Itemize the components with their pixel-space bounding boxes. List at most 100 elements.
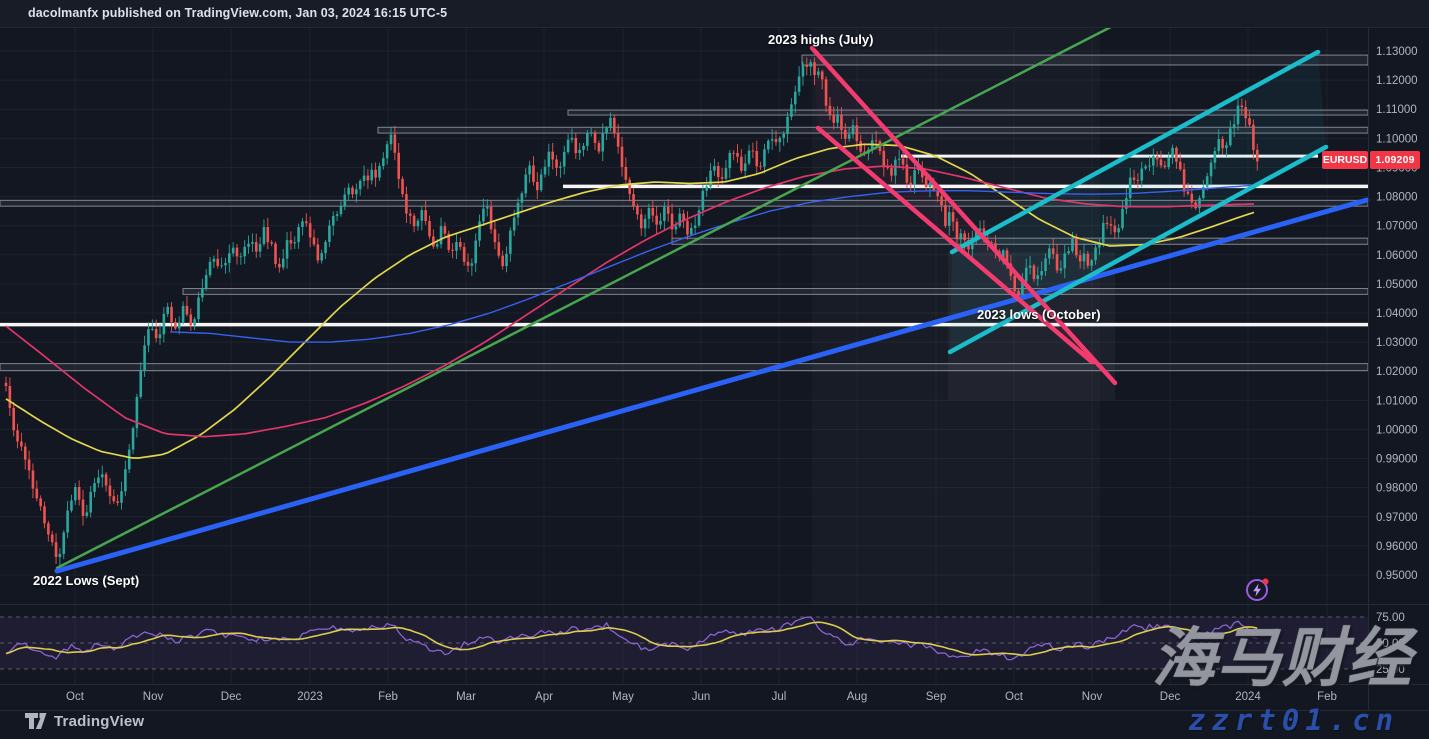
candle xyxy=(320,253,323,261)
time-axis-label[interactable]: 2023 xyxy=(297,691,323,703)
price-axis-label[interactable]: 1.08000 xyxy=(1376,192,1418,204)
candle xyxy=(270,242,273,244)
price-axis-label[interactable]: 1.05000 xyxy=(1376,279,1418,291)
time-axis-label[interactable]: May xyxy=(612,691,634,703)
time-axis-label[interactable]: Oct xyxy=(1005,691,1024,703)
time-axis-label[interactable]: Dec xyxy=(1160,691,1181,703)
candle xyxy=(1048,248,1051,259)
candle xyxy=(1001,250,1005,258)
candle xyxy=(932,182,936,190)
candle xyxy=(201,288,204,298)
price-axis-label[interactable]: 1.07000 xyxy=(1376,221,1418,233)
rsi-axis-label[interactable]: 50.00 xyxy=(1376,638,1405,650)
time-axis-label[interactable]: Sep xyxy=(926,691,946,703)
time-axis-label[interactable]: Jul xyxy=(772,691,787,703)
candle xyxy=(1024,267,1028,282)
candle xyxy=(832,114,836,123)
candle xyxy=(1017,291,1020,296)
rsi-axis-label[interactable]: 25.00 xyxy=(1376,664,1405,676)
candle xyxy=(385,144,389,159)
candle xyxy=(1063,253,1067,269)
candle xyxy=(239,256,243,258)
candle xyxy=(693,225,697,228)
candle xyxy=(316,244,320,261)
ma-blue xyxy=(169,184,1257,343)
price-axis-label[interactable]: 1.10000 xyxy=(1376,133,1418,145)
time-axis-label[interactable]: Feb xyxy=(378,691,398,703)
price-axis-label[interactable]: 1.04000 xyxy=(1376,308,1418,320)
candle xyxy=(574,137,578,154)
time-axis-label[interactable]: Nov xyxy=(1082,691,1103,703)
candle xyxy=(705,186,708,191)
candle xyxy=(562,151,566,167)
ma-yellow xyxy=(5,143,1255,459)
candle xyxy=(1252,124,1255,150)
candle xyxy=(485,206,489,209)
candle xyxy=(1175,147,1178,162)
candle xyxy=(655,215,658,225)
candle xyxy=(674,226,678,230)
candle xyxy=(212,258,216,262)
candle xyxy=(343,194,347,207)
price-axis-label[interactable]: 1.03000 xyxy=(1376,337,1418,349)
candle xyxy=(451,249,454,251)
candle xyxy=(778,137,782,143)
price-axis-label[interactable]: 0.96000 xyxy=(1376,541,1418,553)
uptrend-2022-blue[interactable] xyxy=(54,197,1370,574)
price-axis-label[interactable]: 1.13000 xyxy=(1376,46,1418,58)
price-axis-label[interactable]: 1.06000 xyxy=(1376,250,1418,262)
price-axis-label[interactable]: 0.98000 xyxy=(1376,483,1418,495)
candle xyxy=(597,142,601,152)
candle xyxy=(632,194,635,207)
candle xyxy=(281,258,285,268)
uptrend-2022-green[interactable] xyxy=(55,10,1142,570)
candle xyxy=(690,227,693,235)
channel-pink-right[interactable] xyxy=(815,125,1095,365)
candle xyxy=(1182,169,1186,192)
candle xyxy=(278,263,281,268)
candle xyxy=(8,386,12,409)
candle xyxy=(355,189,358,195)
time-axis-label[interactable]: Oct xyxy=(66,691,85,703)
candle xyxy=(1109,224,1113,226)
time-axis-label[interactable]: 2024 xyxy=(1235,691,1261,703)
candle xyxy=(428,221,431,237)
price-axis-label[interactable]: 1.02000 xyxy=(1376,366,1418,378)
time-axis-label[interactable]: Dec xyxy=(221,691,242,703)
price-axis-label[interactable]: 1.00000 xyxy=(1376,424,1418,436)
channel-cyan-lower[interactable] xyxy=(947,144,1329,355)
candle xyxy=(127,449,131,470)
channel-cyan-upper[interactable] xyxy=(949,49,1321,255)
candle xyxy=(39,498,42,507)
price-axis-label[interactable]: 0.99000 xyxy=(1376,454,1418,466)
time-axis-label[interactable]: Mar xyxy=(456,691,476,703)
candle xyxy=(790,104,793,117)
candle xyxy=(874,140,878,142)
time-axis-label[interactable]: Feb xyxy=(1317,691,1337,703)
time-axis-label[interactable]: Apr xyxy=(535,691,553,703)
price-axis-label[interactable]: 1.11000 xyxy=(1376,104,1417,116)
price-axis-label[interactable]: 0.97000 xyxy=(1376,512,1418,524)
price-axis-label[interactable]: 0.95000 xyxy=(1376,570,1418,582)
candle xyxy=(740,156,743,171)
rsi-axis-label[interactable]: 75.00 xyxy=(1376,612,1405,624)
lightning-icon[interactable] xyxy=(1242,574,1272,604)
candle xyxy=(709,170,712,187)
candle xyxy=(524,174,528,194)
price-axis-label[interactable]: 1.01000 xyxy=(1376,395,1418,407)
pane-separators xyxy=(0,28,1429,711)
candle xyxy=(1155,156,1159,160)
candle xyxy=(539,174,543,191)
candle xyxy=(928,182,932,188)
tradingview-footer[interactable]: TradingView xyxy=(24,711,144,731)
price-axis-label[interactable]: 1.12000 xyxy=(1376,75,1418,87)
candle xyxy=(23,446,27,460)
time-axis-label[interactable]: Nov xyxy=(143,691,164,703)
candle xyxy=(1144,166,1147,169)
time-axis-label[interactable]: Jun xyxy=(692,691,711,703)
candle xyxy=(628,179,631,195)
candle xyxy=(1163,165,1167,168)
time-axis-label[interactable]: Aug xyxy=(847,691,867,703)
channel-pink-left[interactable] xyxy=(809,45,1118,386)
